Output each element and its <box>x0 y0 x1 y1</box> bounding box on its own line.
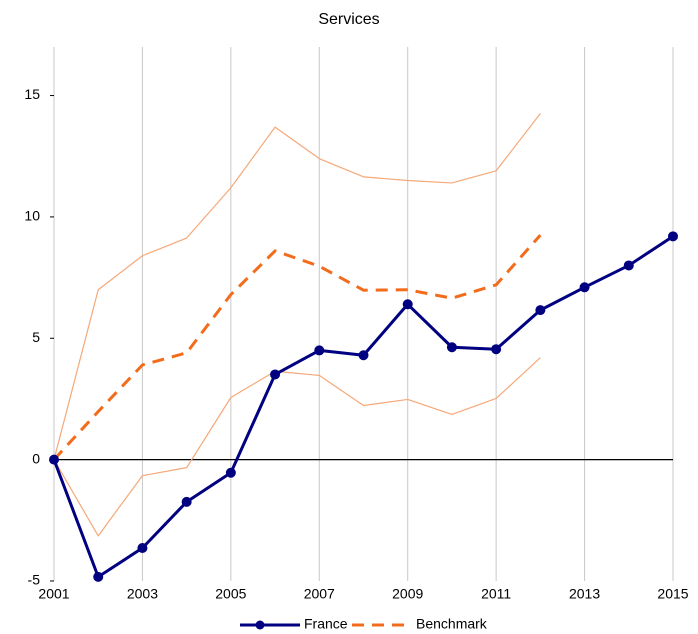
chart-title: Services <box>318 11 379 28</box>
point <box>402 299 413 310</box>
legend-marker <box>255 620 265 630</box>
point <box>49 454 59 465</box>
point <box>314 345 325 356</box>
x-tick-label: 2015 <box>657 586 688 602</box>
point <box>181 496 192 507</box>
point <box>491 344 502 355</box>
point <box>225 467 236 478</box>
point <box>358 350 369 361</box>
point <box>446 342 457 353</box>
series-line <box>53 357 541 537</box>
y-tick-label: 10 <box>24 208 40 224</box>
point <box>93 571 104 582</box>
point <box>137 542 148 553</box>
y-tick-label: 15 <box>24 86 40 102</box>
x-tick-label: 2003 <box>127 586 158 602</box>
x-tick-label: 2013 <box>569 586 600 602</box>
point <box>579 282 590 293</box>
point <box>270 369 281 380</box>
x-tick-label: 2007 <box>304 586 335 602</box>
x-tick-label: 2001 <box>38 586 69 602</box>
point <box>535 305 546 316</box>
x-tick-label: 2009 <box>392 586 423 602</box>
y-tick-label: -5 <box>28 572 41 588</box>
legend-label: France <box>304 616 348 632</box>
point <box>668 231 678 242</box>
point <box>623 260 634 271</box>
legend-label: Benchmark <box>416 616 488 632</box>
y-tick-label: 5 <box>32 329 40 345</box>
series-line <box>53 113 541 460</box>
x-tick-label: 2005 <box>215 586 246 602</box>
x-tick-label: 2011 <box>481 586 511 602</box>
series-line <box>52 234 542 461</box>
y-tick-label: 0 <box>32 450 40 466</box>
